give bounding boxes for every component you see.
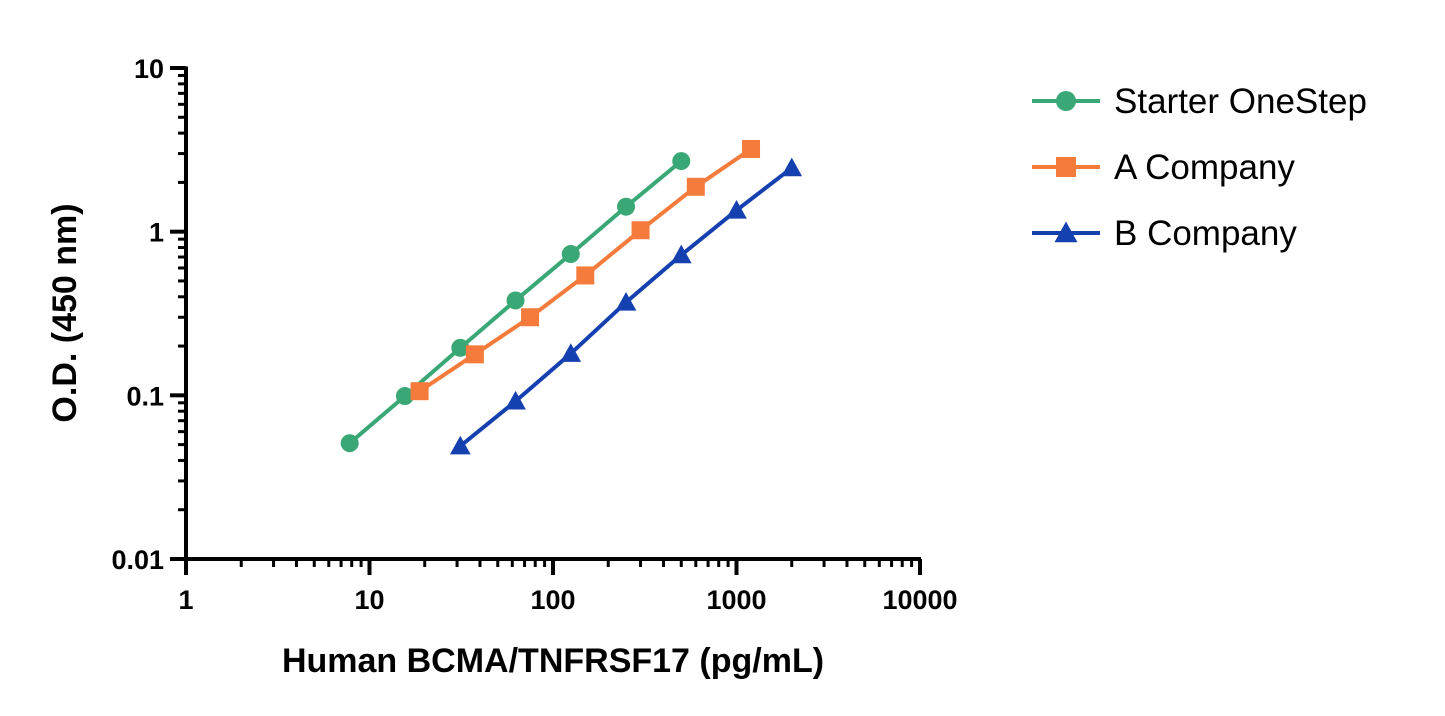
x-tick-label: 1 (178, 585, 193, 615)
data-point (410, 382, 429, 401)
data-point (742, 139, 761, 158)
data-point (672, 152, 691, 171)
y-tick-label: 10 (134, 54, 164, 84)
data-point (451, 338, 470, 357)
legend-item: B Company (1032, 214, 1297, 253)
series-triangle (449, 157, 803, 455)
data-point (670, 244, 692, 264)
data-point (395, 387, 414, 406)
data-point (617, 197, 636, 216)
data-point (449, 435, 471, 455)
y-tick-label: 1 (149, 218, 164, 248)
legend-label: Starter OneStep (1114, 82, 1367, 121)
x-tick-label: 10000 (882, 585, 957, 615)
x-tick-label: 100 (530, 585, 575, 615)
data-point (465, 345, 484, 364)
legend-item: A Company (1032, 148, 1295, 187)
data-point (505, 390, 526, 410)
data-point (615, 291, 637, 311)
legend: Starter OneStep A Company B Company (1032, 82, 1367, 253)
data-point (631, 221, 650, 240)
x-tick-label: 1000 (706, 585, 766, 615)
series-circle (340, 152, 691, 453)
legend-marker (1056, 157, 1076, 177)
legend-marker (1054, 221, 1078, 243)
series-layer (340, 139, 803, 455)
data-point (781, 157, 803, 177)
data-point (560, 343, 582, 362)
data-point (686, 177, 705, 196)
y-tick-label: 0.01 (111, 545, 164, 575)
y-axis-title: O.D. (450 nm) (46, 203, 84, 422)
data-point (726, 199, 747, 219)
legend-item: Starter OneStep (1032, 82, 1367, 121)
data-point (576, 266, 595, 285)
legend-label: A Company (1114, 148, 1295, 187)
x-axis: 1 10 100 1000 10000 (178, 557, 958, 615)
data-point (506, 291, 525, 310)
data-point (561, 245, 580, 264)
x-tick-label: 10 (354, 585, 384, 615)
legend-label: B Company (1114, 214, 1297, 253)
data-point (521, 308, 540, 327)
x-axis-title: Human BCMA/TNFRSF17 (pg/mL) (282, 642, 824, 680)
legend-marker (1056, 91, 1076, 111)
y-axis: 0.01 0.1 1 10 (111, 54, 188, 575)
y-tick-label: 0.1 (126, 381, 164, 411)
series-square (410, 139, 761, 401)
data-point (340, 434, 359, 453)
